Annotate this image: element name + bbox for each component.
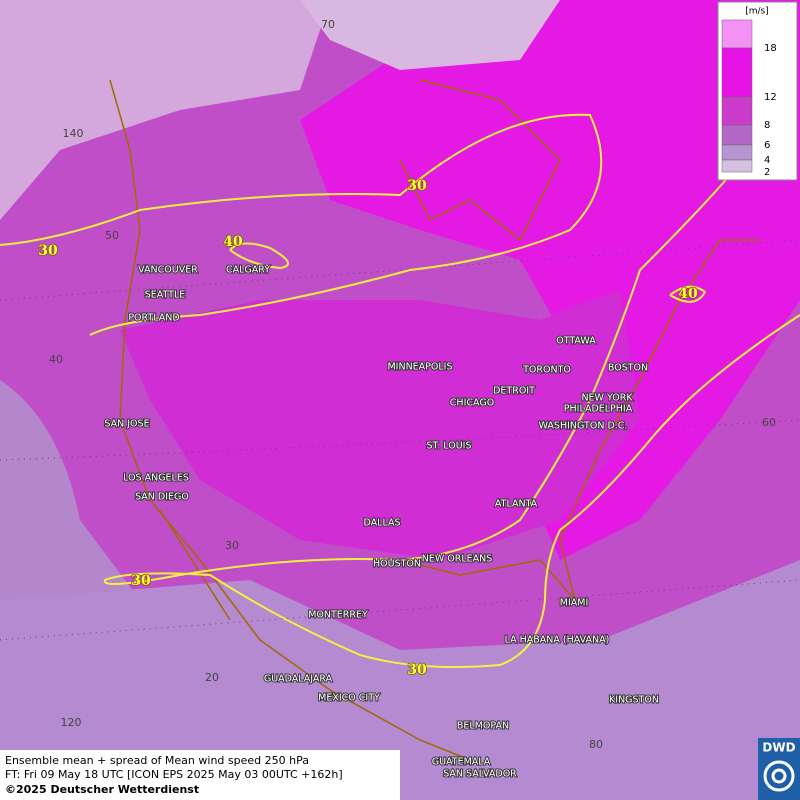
footer-text: FT: Fri 09 May 18 UTC [ICON EPS 2025 May… [5, 768, 343, 781]
grid-label: 30 [225, 539, 239, 552]
grid-label: 120 [61, 716, 82, 729]
grid-label: 80 [589, 738, 603, 751]
city-label: NEW YORK [581, 393, 633, 404]
contour-label: 40 [223, 234, 243, 250]
legend-unit: [m/s] [745, 7, 769, 17]
city-label: NEW ORLEANS [422, 554, 493, 565]
field-light [0, 380, 140, 610]
footer-box [0, 750, 400, 800]
logo-text: DWD [762, 741, 795, 755]
city-label: BELMOPAN [457, 721, 509, 732]
city-label: CHICAGO [450, 398, 494, 409]
city-label: SAN JOSE [104, 419, 149, 430]
legend-label: 4 [764, 155, 770, 166]
grid-label: 50 [105, 229, 119, 242]
field-light [300, 0, 560, 70]
city-label: SAN SALVADOR [443, 769, 517, 780]
city-label: ATLANTA [495, 499, 538, 510]
city-label: MINNEAPOLIS [387, 362, 452, 373]
contour-label: 30 [407, 662, 427, 678]
city-label: BOSTON [608, 363, 648, 374]
city-label: GUATEMALA [432, 757, 491, 768]
legend-swatch [721, 96, 753, 126]
city-label: DETROIT [493, 386, 535, 397]
legend-label: 2 [764, 167, 770, 178]
coastline [109, 79, 760, 761]
legend-label: 18 [764, 43, 777, 54]
contour-label: 30 [407, 178, 427, 194]
contour-label: 40 [678, 286, 698, 302]
city-label: SEATTLE [145, 290, 186, 301]
grid-label: 140 [63, 127, 84, 140]
city-label: MONTERREY [308, 610, 368, 621]
contour-label: 30 [38, 243, 58, 259]
isotach [669, 285, 707, 303]
isotach [103, 174, 800, 669]
isotach [0, 113, 603, 336]
city-label: SAN DIEGO [135, 492, 189, 503]
legend: [m/s] 18 12 8 6 42 [717, 1, 798, 181]
footer-text: Ensemble mean + spread of Mean wind spee… [5, 754, 309, 767]
city-label: VANCOUVER [138, 265, 198, 276]
legend-label: 8 [764, 120, 770, 131]
contour-label: 30 [131, 573, 151, 589]
legend-label: 6 [764, 140, 770, 151]
city-label: LA HABANA (HAVANA) [505, 635, 610, 646]
city-label: PORTLAND [128, 313, 179, 324]
city-label: WASHINGTON D.C. [539, 421, 628, 432]
legend-swatch [721, 159, 753, 173]
city-label: OTTAWA [556, 336, 596, 347]
grid-label: 60 [762, 416, 776, 429]
city-label: CALGARY [226, 265, 270, 276]
field-light [0, 560, 800, 800]
legend-swatch [721, 47, 753, 98]
city-label: KINGSTON [609, 695, 659, 706]
grid-label: 70 [321, 18, 335, 31]
isotach [229, 242, 289, 270]
logo-icon [763, 760, 795, 792]
field-mid [120, 290, 640, 560]
field-light [0, 0, 330, 220]
city-label: TORONTO [522, 365, 571, 376]
field-jet [300, 0, 800, 560]
legend-label: 12 [764, 92, 777, 103]
city-label: DALLAS [364, 518, 401, 529]
city-label: MIAMI [560, 598, 589, 609]
city-label: ST. LOUIS [427, 441, 472, 452]
legend-swatch [721, 124, 753, 146]
city-label: MEXICO CITY [318, 693, 380, 704]
legend-swatch [721, 144, 753, 161]
grid-label: 20 [205, 671, 219, 684]
city-label: PHILADELPHIA [564, 404, 633, 415]
footer-text: ©2025 Deutscher Wetterdienst [5, 783, 199, 796]
grid-label: 40 [49, 353, 63, 366]
city-label: GUADALAJARA [264, 674, 333, 685]
city-label: HOUSTON [373, 559, 421, 570]
legend-swatch [721, 19, 753, 49]
city-label: LOS ANGELES [123, 473, 189, 484]
logo-icon [771, 768, 787, 784]
